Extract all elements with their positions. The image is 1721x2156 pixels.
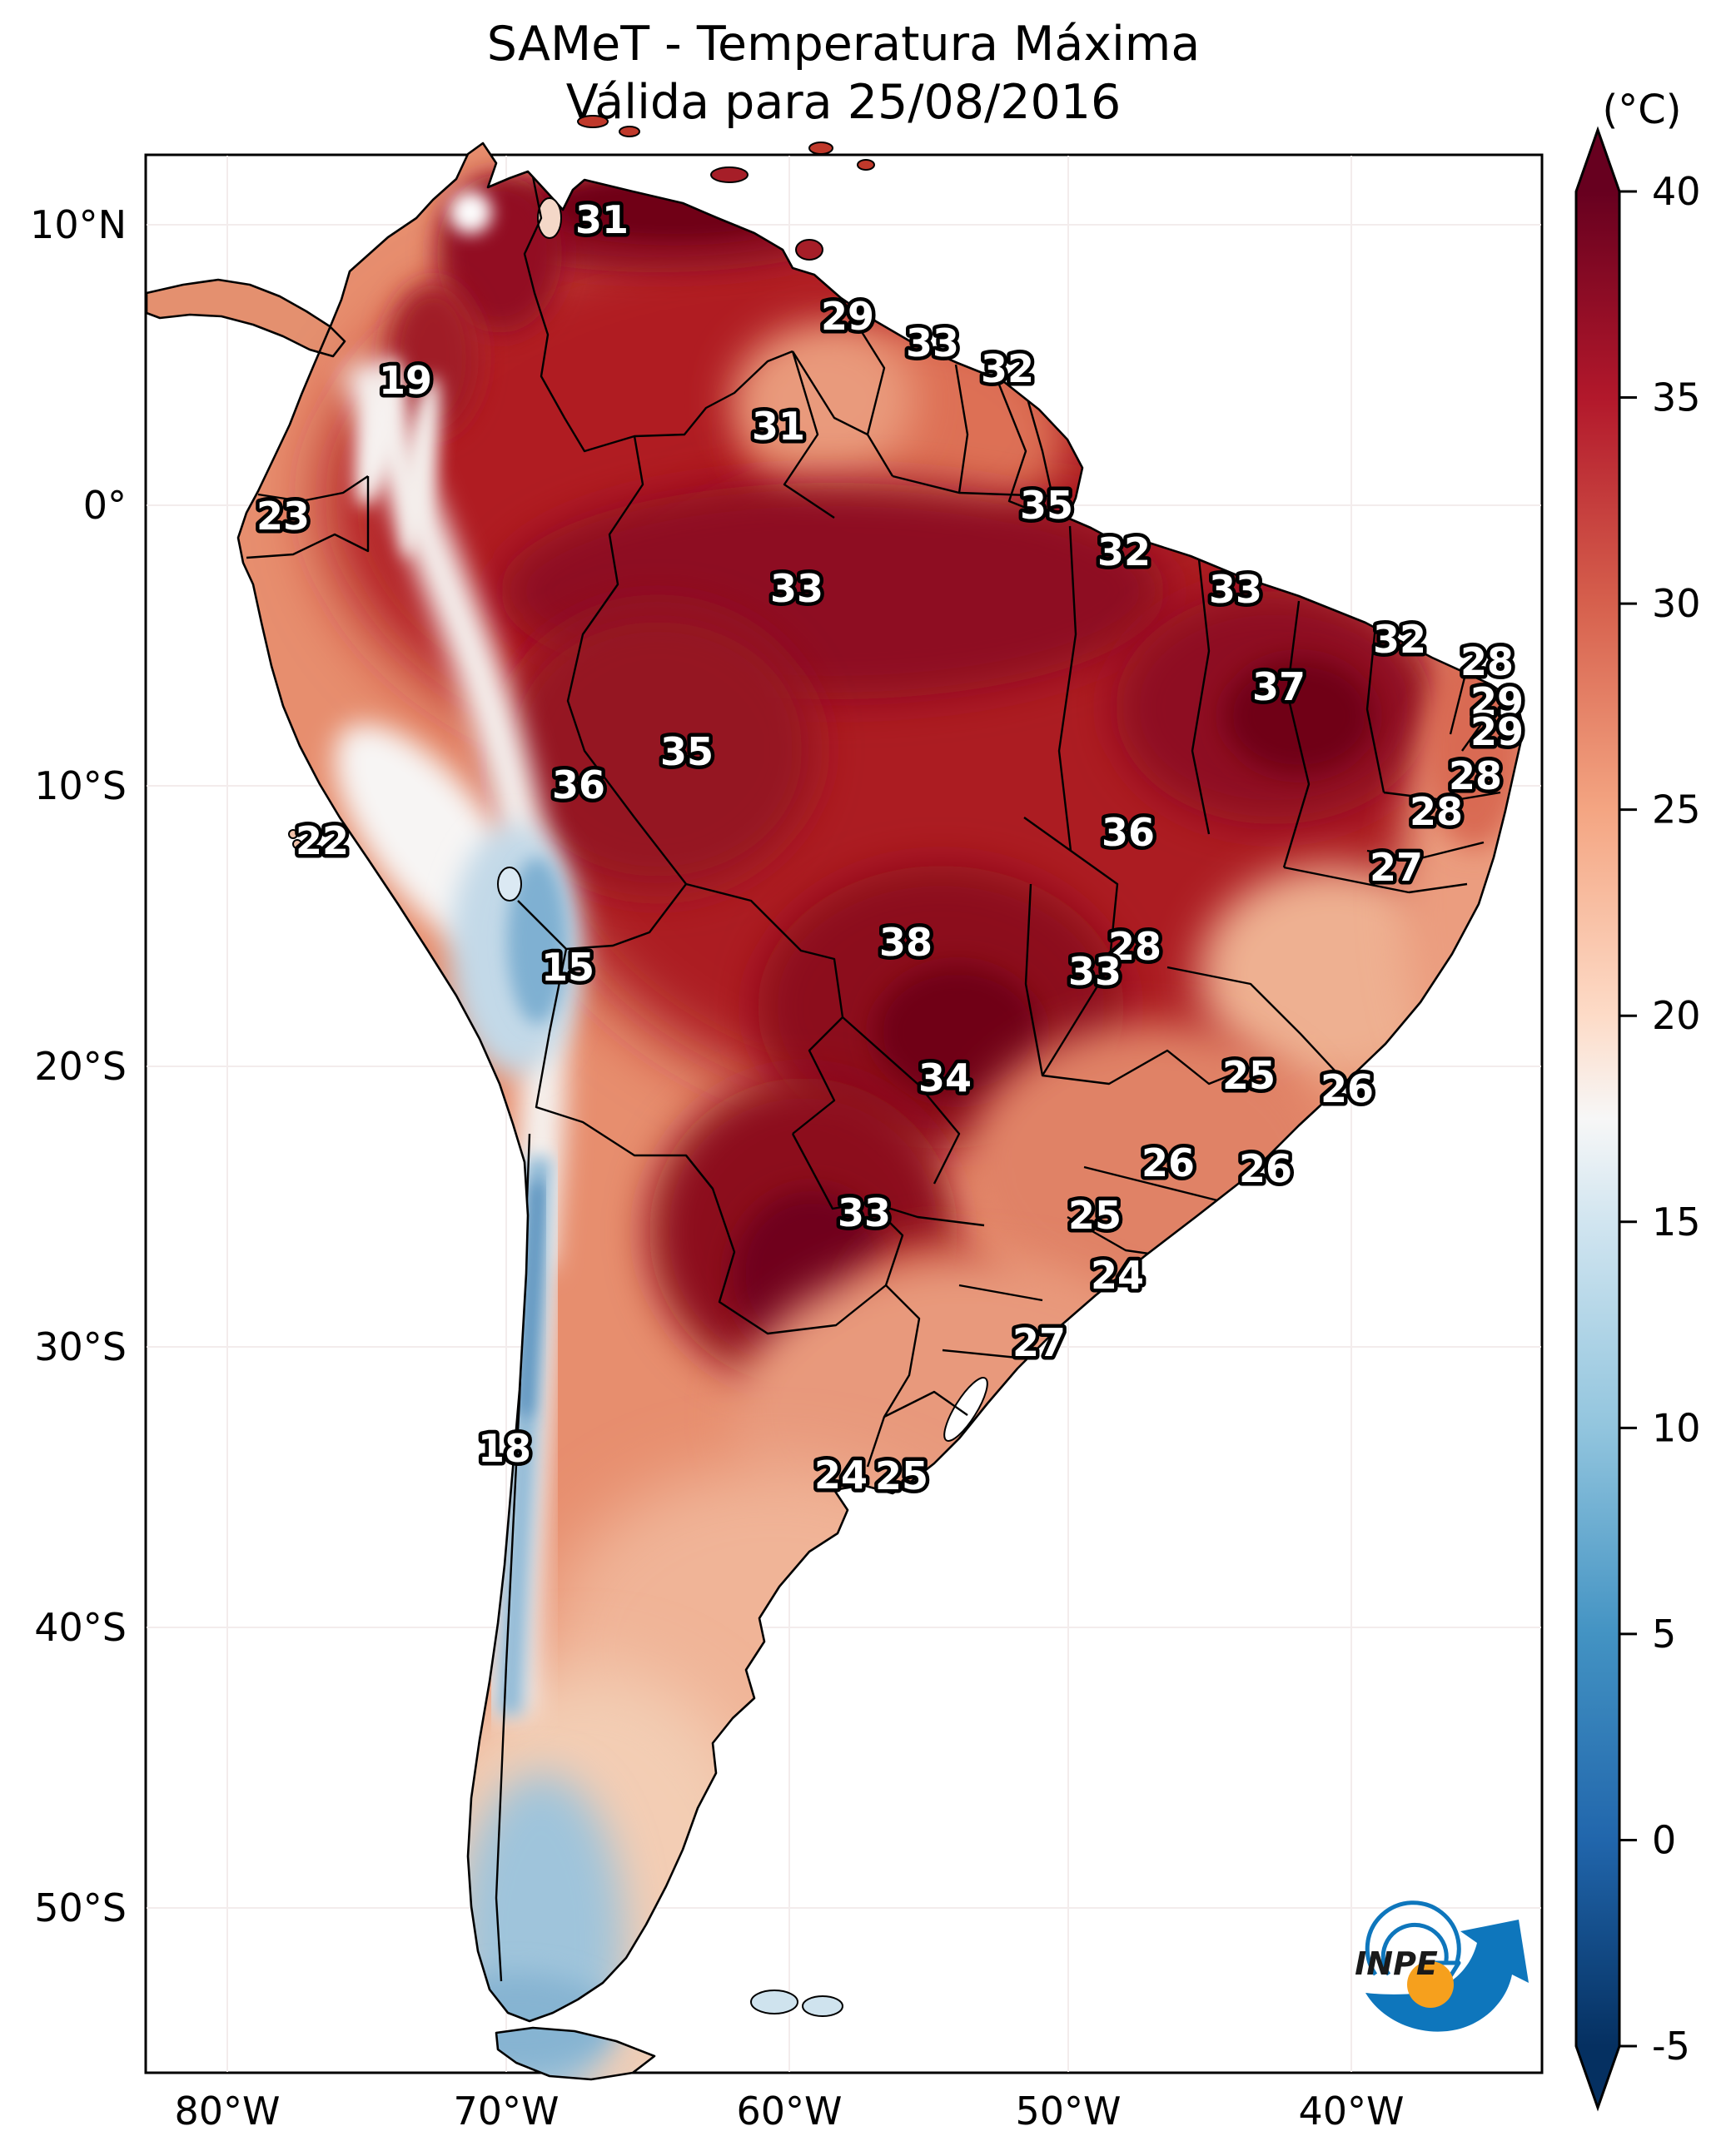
temp-label: 34 (918, 1056, 972, 1100)
temp-label: 28 (1108, 924, 1161, 969)
temp-label: 32 (1097, 529, 1151, 574)
temp-label: 35 (660, 729, 714, 774)
inpe-logo-orange-dot-icon (1407, 1961, 1454, 2008)
temp-label: 18 (478, 1426, 531, 1471)
figure-title: SAMeT - Temperatura Máxima (487, 17, 1201, 72)
temp-label: 33 (838, 1190, 891, 1235)
temp-label: 24 (1091, 1253, 1144, 1298)
lat-tick-label: 20°S (34, 1044, 127, 1089)
temp-label: 25 (1068, 1193, 1122, 1238)
temp-label: 32 (1373, 617, 1426, 662)
temp-label: 35 (1020, 483, 1073, 528)
inpe-logo: INPE (1355, 1900, 1529, 2032)
temp-label: 25 (875, 1453, 928, 1498)
temp-label: 29 (1470, 709, 1524, 754)
colorbar-bar (1574, 126, 1621, 2112)
temp-label: 24 (814, 1453, 868, 1498)
temp-label: 19 (379, 358, 432, 403)
colorbar-tick-label: 30 (1652, 581, 1701, 626)
colorbar-ticks: 40 35 30 25 20 15 10 5 0 -5 (1619, 169, 1701, 2069)
colorbar-tick-label: 40 (1652, 169, 1701, 214)
temp-label: 28 (1460, 639, 1514, 684)
temp-label: 28 (1410, 789, 1463, 834)
lon-tick-label: 50°W (1015, 2089, 1121, 2134)
temp-label: 28 (1449, 753, 1502, 798)
temp-label: 37 (1252, 664, 1306, 709)
temp-label: 33 (906, 320, 959, 365)
coastlines (145, 142, 1525, 2081)
inpe-logo-inner-swirl-icon (1380, 1922, 1449, 1976)
colorbar: 40 35 30 25 20 15 10 5 0 -5 (°C) (1574, 87, 1701, 2112)
latitude-axis-labels: 10°N 0° 10°S 20°S 30°S 40°S 50°S (30, 202, 127, 1930)
lakes (497, 197, 988, 1442)
lat-tick-label: 40°S (34, 1605, 127, 1650)
temp-label: 26 (1239, 1146, 1292, 1191)
temp-label: 31 (575, 197, 629, 242)
lat-tick-label: 10°N (30, 202, 127, 247)
inpe-logo-text: INPE (1355, 1945, 1438, 1982)
temp-label: 36 (552, 763, 605, 807)
temp-label: 15 (541, 945, 594, 990)
colorbar-tick-label: 10 (1652, 1405, 1701, 1450)
lon-tick-label: 80°W (174, 2089, 280, 2134)
inpe-logo-outer-swirl-icon (1365, 1900, 1461, 1976)
lat-tick-label: 50°S (34, 1885, 127, 1930)
islands (288, 115, 875, 2017)
colorbar-tick-label: 25 (1652, 787, 1701, 832)
temp-label: 23 (256, 494, 310, 539)
temp-label: 27 (1012, 1320, 1066, 1365)
colorbar-tick-label: 0 (1652, 1817, 1676, 1862)
temp-label: 32 (981, 346, 1034, 391)
temp-label: 33 (1068, 949, 1122, 994)
temp-label: 33 (770, 566, 823, 611)
colorbar-tick-label: 5 (1652, 1612, 1676, 1657)
temp-label: 26 (1142, 1140, 1195, 1185)
temperature-field (325, 169, 1524, 2079)
lon-tick-label: 60°W (736, 2089, 842, 2134)
lon-tick-label: 70°W (453, 2089, 559, 2134)
temp-label: 38 (879, 920, 933, 965)
lat-tick-label: 0° (83, 483, 127, 528)
temp-label: 25 (1222, 1053, 1276, 1098)
colorbar-tick-label: 20 (1652, 993, 1701, 1038)
lat-tick-label: 30°S (34, 1324, 127, 1369)
figure-subtitle: Válida para 25/08/2016 (566, 75, 1122, 130)
lon-tick-label: 40°W (1298, 2089, 1404, 2134)
temp-label: 29 (1470, 679, 1524, 724)
temp-label: 33 (1209, 567, 1262, 612)
temp-label: 29 (821, 294, 874, 339)
country-state-borders (246, 176, 1501, 1982)
longitude-axis-labels: 80°W 70°W 60°W 50°W 40°W (174, 2089, 1404, 2134)
temp-label: 22 (296, 818, 349, 863)
temp-label: 31 (752, 404, 805, 449)
temp-label: 36 (1102, 810, 1155, 855)
colorbar-tick-label: 35 (1652, 375, 1701, 420)
temp-label: 27 (1370, 845, 1423, 890)
colorbar-tick-label: -5 (1652, 2024, 1690, 2069)
colorbar-tick-label: 15 (1652, 1200, 1701, 1244)
lat-tick-label: 10°S (34, 763, 127, 808)
temp-label: 26 (1321, 1066, 1374, 1111)
colorbar-unit-label: (°C) (1603, 87, 1682, 133)
inpe-logo-big-arrow-icon (1365, 1920, 1529, 2032)
